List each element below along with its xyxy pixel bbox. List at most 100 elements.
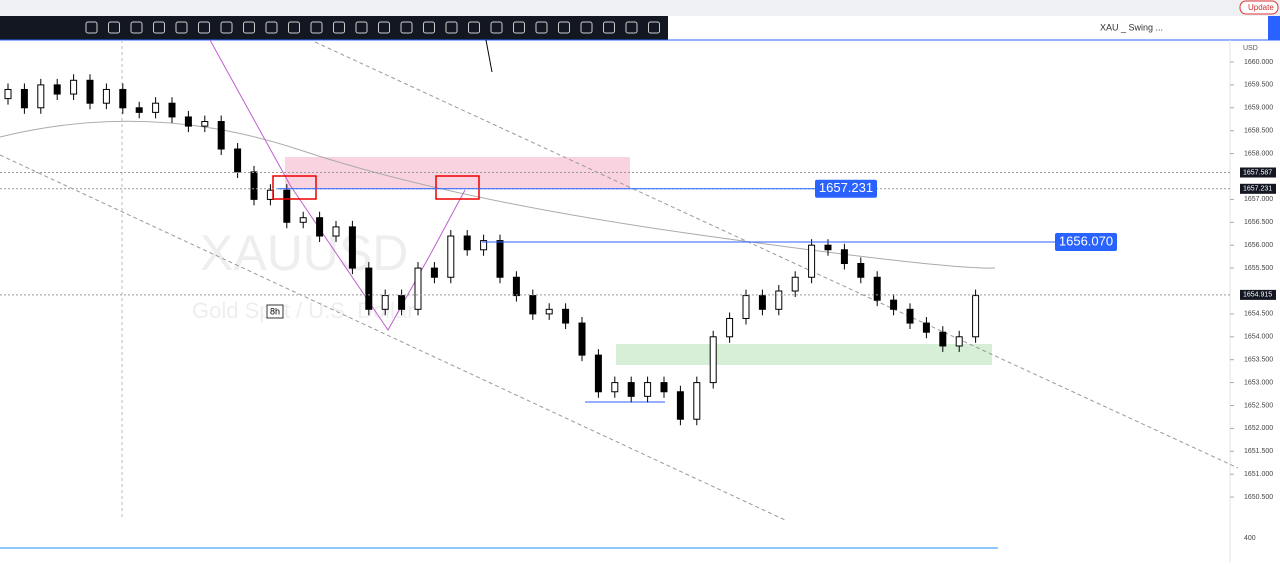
price-tick-label: 1653.000 (1244, 379, 1273, 386)
pen-stroke (485, 39, 493, 73)
tool-icon[interactable] (175, 21, 188, 34)
tool-icon[interactable] (378, 21, 390, 34)
highlight-box (272, 175, 317, 200)
candle-body (430, 267, 438, 278)
price-badge-label: 1657.231 (1243, 186, 1272, 193)
price-badge (1240, 289, 1276, 300)
candle-body (4, 88, 12, 100)
candle-body (365, 267, 373, 310)
tool-icon[interactable] (625, 21, 638, 34)
candle-body (922, 322, 930, 333)
price-tick-label: 1651.000 (1244, 471, 1273, 478)
tool-icon[interactable] (265, 21, 278, 34)
tool-icon[interactable] (153, 21, 165, 34)
candle-body (348, 226, 356, 269)
candle-body (447, 235, 455, 278)
tool-icon[interactable] (513, 21, 525, 34)
update-text: Update (1248, 3, 1274, 12)
candle-body (250, 171, 258, 200)
level-label-box (1055, 232, 1117, 251)
tool-icon[interactable] (108, 21, 120, 34)
candle-body (955, 336, 963, 347)
candle-body (594, 354, 602, 393)
candle-body (660, 382, 668, 393)
candle-body (972, 295, 980, 338)
currency[interactable]: USD (1243, 45, 1258, 52)
candle-body (693, 382, 701, 420)
candle-body (168, 102, 176, 118)
price-badge-label: 1654.915 (1243, 292, 1272, 299)
candle-body (70, 79, 78, 95)
price-tick-label: 1655.500 (1244, 265, 1273, 272)
publish-button[interactable] (1268, 16, 1280, 40)
candle-body (86, 79, 94, 104)
candle-body (217, 121, 225, 150)
tool-icon[interactable] (85, 21, 98, 34)
candle-body (135, 107, 143, 113)
update-button[interactable] (1239, 0, 1279, 15)
candle-body (529, 295, 537, 315)
candle-body (939, 331, 947, 347)
price-tick-label: 1659.000 (1244, 105, 1273, 112)
candle-body (119, 88, 127, 109)
candle-body (611, 382, 619, 393)
candle-body (758, 295, 766, 310)
tool-icon[interactable] (580, 21, 593, 34)
candle-body (37, 84, 45, 109)
candle-body (316, 217, 324, 237)
tool-icon[interactable] (423, 21, 435, 34)
tool-icon[interactable] (603, 21, 615, 34)
tool-icon[interactable] (490, 21, 503, 34)
tool-icon[interactable] (445, 21, 458, 34)
watermark-symbol: XAUUSD (200, 225, 408, 281)
tool-icon[interactable] (400, 21, 413, 34)
browser-bar (0, 0, 1280, 16)
interval-marker: 8h (270, 306, 280, 316)
tool-icon[interactable] (198, 21, 210, 34)
price-tick-label: 1658.500 (1244, 128, 1273, 135)
candle-body (20, 88, 28, 109)
tool-icon[interactable] (355, 21, 368, 34)
price-tick-label: 1659.500 (1244, 82, 1273, 89)
trend-drawing (209, 39, 466, 331)
candle-body (512, 276, 520, 297)
tool-icon[interactable] (468, 21, 480, 34)
tool-icon[interactable] (333, 21, 345, 34)
price-badge-label: 1657.587 (1243, 169, 1272, 176)
candle-body (775, 290, 783, 310)
price-tick-label: 1660.000 (1244, 59, 1273, 66)
candle-body (545, 308, 553, 315)
price-tick-label: 1654.500 (1244, 311, 1273, 318)
tool-icon[interactable] (558, 21, 570, 34)
highlight-box (435, 175, 480, 200)
tool-icon[interactable] (220, 21, 233, 34)
candle-body (709, 336, 717, 384)
channel-line (0, 154, 786, 521)
candle-body (824, 244, 832, 251)
price-tick-label: 1652.500 (1244, 402, 1273, 409)
candle-body (676, 391, 684, 420)
tool-icon[interactable] (243, 21, 255, 34)
candle-body (644, 382, 652, 397)
top-toolbar (668, 16, 1280, 40)
candle-body (201, 121, 209, 127)
tool-icon[interactable] (310, 21, 323, 34)
price-badge (1240, 183, 1276, 194)
tool-icon[interactable] (288, 21, 300, 34)
candle-body (627, 382, 635, 397)
candle-body (562, 308, 570, 324)
candle-body (53, 84, 61, 95)
price-badge (1240, 167, 1276, 178)
demand-zone (616, 344, 992, 365)
candle-body (857, 263, 865, 278)
candle-body (890, 299, 898, 310)
price-tick-label: 1656.000 (1244, 242, 1273, 249)
price-tick-label: 1654.000 (1244, 334, 1273, 341)
candle-body (398, 295, 406, 310)
tool-icon[interactable] (130, 21, 143, 34)
tool-icon[interactable] (648, 21, 660, 34)
tool-icon[interactable] (535, 21, 548, 34)
layout-name[interactable]: XAU _ Swing ... (1100, 22, 1163, 32)
price-tick-label: 1656.500 (1244, 219, 1273, 226)
